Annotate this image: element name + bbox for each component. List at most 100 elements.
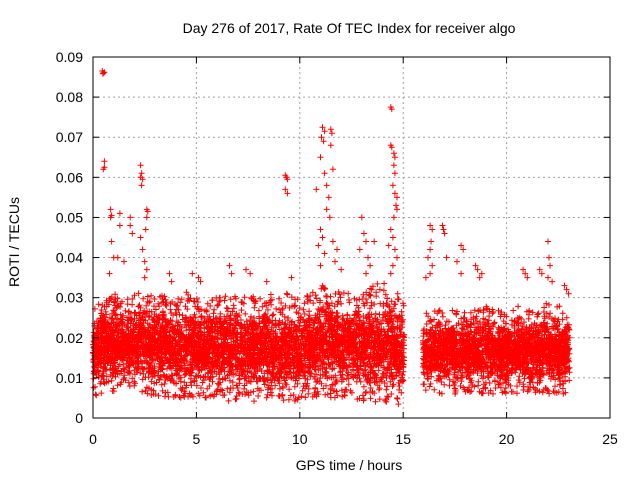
data-point — [323, 206, 330, 213]
data-point — [139, 246, 146, 253]
data-point — [441, 230, 448, 237]
x-axis-label: GPS time / hours — [296, 457, 403, 473]
y-tick-label: 0.07 — [56, 129, 83, 145]
data-point — [440, 226, 447, 233]
data-point — [460, 246, 467, 253]
data-point — [545, 238, 551, 245]
data-point — [144, 208, 151, 215]
data-point — [243, 266, 249, 273]
data-point — [563, 286, 570, 293]
data-point — [100, 166, 107, 173]
data-point — [329, 166, 336, 173]
x-tick-label: 10 — [292, 431, 308, 447]
data-point — [387, 270, 394, 277]
data-point — [138, 182, 145, 189]
x-tick-label: 0 — [89, 431, 97, 447]
data-point — [545, 274, 551, 281]
data-point — [101, 158, 108, 165]
data-point — [425, 254, 431, 261]
data-point — [328, 130, 335, 137]
data-point — [478, 270, 485, 277]
y-tick-label: 0.02 — [56, 330, 83, 346]
dense-band-edge — [90, 280, 573, 408]
data-point — [393, 202, 399, 209]
y-tick-label: 0.08 — [56, 89, 83, 105]
data-point — [326, 214, 333, 221]
data-point — [371, 238, 378, 245]
data-point — [121, 258, 127, 265]
data-point — [137, 234, 144, 241]
data-point — [391, 170, 398, 177]
data-point — [388, 106, 395, 113]
data-point — [385, 242, 392, 249]
data-point — [454, 258, 460, 265]
data-point — [389, 262, 396, 269]
data-point — [443, 254, 450, 261]
x-tick-label: 25 — [602, 431, 618, 447]
data-point — [317, 262, 324, 269]
data-point — [549, 278, 556, 285]
x-tick-label: 20 — [499, 431, 515, 447]
data-point — [247, 270, 254, 277]
y-tick-label: 0.09 — [56, 49, 83, 65]
data-point — [439, 222, 446, 229]
data-point — [319, 234, 326, 241]
data-point — [114, 254, 121, 261]
y-tick-label: 0.01 — [56, 370, 83, 386]
data-point — [367, 262, 374, 269]
data-point — [143, 214, 150, 221]
data-point — [522, 270, 529, 277]
data-point — [116, 210, 123, 217]
data-point — [228, 270, 235, 277]
data-point — [476, 274, 483, 281]
data-points — [99, 68, 572, 297]
data-point — [282, 186, 289, 193]
data-point — [318, 134, 325, 141]
data-point — [116, 222, 123, 229]
data-point — [391, 190, 398, 197]
data-point — [360, 230, 367, 237]
y-tick-label: 0.04 — [56, 250, 83, 266]
data-point — [427, 222, 434, 229]
data-point — [458, 270, 465, 277]
data-point — [547, 262, 553, 269]
data-point — [197, 278, 204, 285]
data-point — [390, 214, 397, 221]
data-point — [565, 290, 572, 297]
data-point — [99, 70, 106, 77]
data-point — [429, 262, 436, 269]
data-point — [474, 266, 481, 273]
data-point — [317, 154, 324, 161]
y-axis-label: ROTI / TECUs — [6, 197, 22, 287]
data-point — [327, 142, 334, 149]
data-point — [325, 194, 332, 201]
data-point — [317, 226, 324, 233]
data-point — [315, 242, 322, 249]
data-point — [284, 190, 291, 197]
data-point — [538, 270, 545, 277]
data-point — [323, 182, 330, 189]
data-point — [546, 254, 552, 261]
data-point — [107, 206, 114, 213]
data-point — [394, 194, 400, 201]
data-point — [387, 226, 394, 233]
data-point — [391, 246, 398, 253]
data-point — [321, 250, 328, 257]
data-point — [319, 124, 326, 131]
data-point — [427, 246, 434, 253]
data-point — [127, 222, 134, 229]
data-point — [388, 144, 395, 151]
data-point — [332, 258, 338, 265]
data-point — [138, 170, 145, 177]
y-tick-label: 0 — [75, 410, 83, 426]
data-point — [389, 182, 396, 189]
data-point — [195, 274, 202, 281]
data-point — [320, 138, 327, 145]
data-point — [127, 214, 134, 221]
data-point — [389, 234, 396, 241]
data-point — [536, 266, 543, 273]
y-tick-label: 0.05 — [56, 209, 83, 225]
data-point — [321, 128, 328, 135]
data-point — [327, 126, 334, 133]
